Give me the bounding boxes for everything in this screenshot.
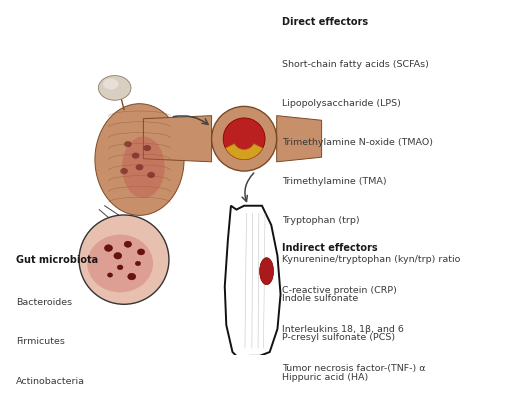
Ellipse shape	[104, 245, 112, 251]
Circle shape	[79, 215, 169, 304]
Text: Indole sulfonate: Indole sulfonate	[282, 294, 358, 303]
Circle shape	[223, 118, 265, 160]
Text: Firmicutes: Firmicutes	[16, 338, 65, 346]
Ellipse shape	[138, 249, 144, 255]
Ellipse shape	[135, 164, 143, 170]
Ellipse shape	[99, 75, 131, 100]
Text: Tumor necrosis factor-(TNF-) α: Tumor necrosis factor-(TNF-) α	[282, 364, 425, 373]
Ellipse shape	[106, 272, 114, 279]
Text: P-cresyl sulfonate (PCS): P-cresyl sulfonate (PCS)	[282, 334, 395, 342]
Ellipse shape	[143, 145, 151, 151]
Text: Actinobacteria: Actinobacteria	[16, 377, 85, 385]
Ellipse shape	[125, 242, 131, 247]
Text: Short-chain fatty acids (SCFAs): Short-chain fatty acids (SCFAs)	[282, 60, 429, 69]
Ellipse shape	[120, 168, 128, 174]
Ellipse shape	[114, 253, 122, 259]
Text: Lipopolysaccharide (LPS): Lipopolysaccharide (LPS)	[282, 99, 401, 108]
Text: Tryptophan (trp): Tryptophan (trp)	[282, 216, 359, 225]
Polygon shape	[226, 144, 263, 160]
Text: Trimethylamine (TMA): Trimethylamine (TMA)	[282, 177, 387, 186]
Circle shape	[211, 107, 277, 171]
Text: Bacteroides: Bacteroides	[16, 298, 72, 307]
Text: Gut microbiota: Gut microbiota	[16, 255, 98, 265]
Text: C-reactive protein (CRP): C-reactive protein (CRP)	[282, 286, 397, 294]
Text: Indirect effectors: Indirect effectors	[282, 243, 377, 253]
Ellipse shape	[147, 172, 155, 178]
Ellipse shape	[95, 104, 184, 215]
Ellipse shape	[122, 136, 164, 198]
Polygon shape	[143, 116, 211, 162]
Text: Interleukins 18, 1β, and 6: Interleukins 18, 1β, and 6	[282, 325, 404, 334]
Text: Kynurenine/tryptophan (kyn/trp) ratio: Kynurenine/tryptophan (kyn/trp) ratio	[282, 255, 460, 264]
Text: Hippuric acid (HA): Hippuric acid (HA)	[282, 373, 368, 381]
Ellipse shape	[103, 79, 119, 89]
Ellipse shape	[124, 141, 132, 147]
Ellipse shape	[129, 274, 134, 279]
Text: Direct effectors: Direct effectors	[282, 17, 368, 27]
Ellipse shape	[87, 235, 153, 292]
Text: Trimethylamine N-oxide (TMAO): Trimethylamine N-oxide (TMAO)	[282, 138, 433, 147]
Ellipse shape	[116, 264, 124, 271]
Ellipse shape	[260, 258, 274, 284]
Ellipse shape	[134, 260, 142, 267]
Ellipse shape	[132, 152, 140, 159]
Polygon shape	[277, 116, 321, 162]
